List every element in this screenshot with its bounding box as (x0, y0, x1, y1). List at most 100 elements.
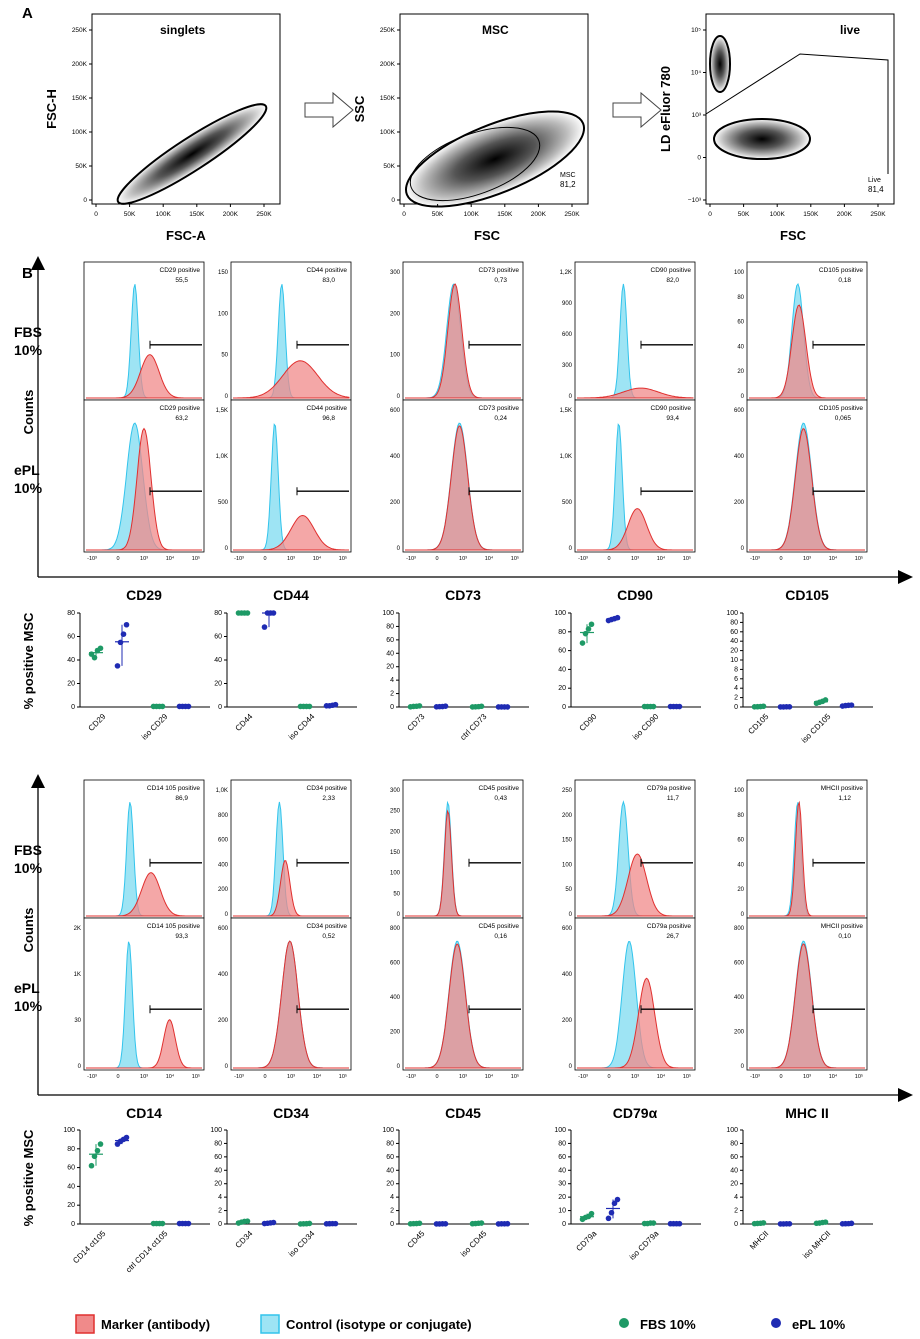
y-tick-label: 150 (218, 270, 229, 276)
y-tick-label: 400 (390, 454, 401, 460)
y-tick-label: 2 (390, 691, 394, 698)
y-tick-label: 6 (734, 676, 738, 683)
y-tick-label: 10 (558, 1208, 566, 1215)
marker-histogram (405, 425, 521, 551)
y-tick-label: 100 (63, 1127, 75, 1134)
y-tick-label: 20 (737, 887, 744, 893)
y-tick-label: 50 (565, 887, 572, 893)
y-tick-label: 40 (558, 1167, 566, 1174)
y-tick-label: 600 (734, 961, 745, 967)
y-tick-label: 4 (390, 1194, 394, 1201)
marker-histogram (577, 853, 693, 917)
y-tick-label: 40 (558, 666, 566, 673)
x-tick-label: 200K (223, 211, 239, 218)
histogram-value: 82,0 (666, 277, 679, 284)
histogram-value: 0,52 (322, 933, 335, 940)
x-tick-label: 50K (432, 211, 444, 218)
category-label: iso CD29 (140, 712, 170, 742)
row-label-fbs: FBS (14, 324, 42, 340)
y-tick-label: 20 (67, 1202, 75, 1209)
x-tick-label: 10⁴ (166, 1073, 175, 1080)
epl-data-point (442, 1221, 449, 1227)
x-tick-label: 10⁴ (829, 1073, 838, 1080)
panel-label-b: B (22, 265, 33, 282)
fbs-data-point (585, 626, 592, 632)
histogram-epl-2: CD73 positive 0,24 600 400 200 0 -10³ 0 10³ 10⁴ 10… (390, 399, 524, 562)
y-tick-label: 0 (569, 394, 573, 400)
y-tick-label: 200 (734, 1030, 745, 1036)
category-label: CD34 (234, 1229, 255, 1250)
y-tick-label: 600 (562, 926, 573, 932)
marker-histogram (86, 354, 202, 399)
y-tick-label: 60 (67, 634, 75, 641)
x-tick-label: 150K (803, 211, 819, 218)
histogram-value: 86,9 (175, 795, 188, 802)
x-tick-label: 10⁴ (485, 1073, 494, 1080)
category-label: CD90 (578, 712, 599, 733)
epl-data-point (504, 1220, 511, 1227)
marker-histogram (577, 977, 693, 1069)
epl-data-point (611, 1200, 618, 1207)
x-tick-label: 100K (156, 211, 172, 218)
y-tick-label: 100 (734, 788, 745, 794)
x-tick-label: 10⁴ (166, 555, 175, 562)
x-tick-label: 10³ (631, 1074, 639, 1080)
category-label: MHCII (748, 1229, 770, 1251)
x-tick-label: 10⁵ (511, 555, 519, 562)
marker-histogram (86, 1019, 202, 1069)
fbs-data-point (650, 703, 657, 710)
marker-name: CD14 (126, 1105, 162, 1121)
x-tick-label: 10³ (140, 556, 148, 562)
y-tick-label: 80 (214, 610, 222, 617)
y-tick-label: 0 (391, 197, 395, 204)
legend-control-label: Control (isotype or conjugate) (286, 1317, 472, 1332)
histogram-value: 0,065 (835, 415, 852, 422)
epl-data-point (786, 1221, 793, 1227)
fbs-data-point (244, 1218, 251, 1224)
histogram-value: 11,7 (667, 795, 680, 802)
histogram-title: CD14 105 positive (147, 785, 200, 792)
row-label-epl: ePL (14, 462, 40, 478)
density-cloud-dead (710, 36, 730, 92)
marker-name: CD44 (273, 587, 309, 603)
x-tick-label: 10⁵ (511, 1073, 519, 1080)
x-axis-label: FSC (780, 228, 807, 243)
histogram-value: 93,4 (666, 415, 679, 422)
density-cloud (406, 111, 584, 207)
y-tick-label: 50 (221, 353, 228, 359)
y-tick-label: 50K (383, 163, 395, 170)
x-tick-label: 50K (124, 211, 136, 218)
y-tick-label: 100K (72, 129, 88, 136)
y-tick-label: 20 (214, 1181, 222, 1188)
plot-title: live (840, 23, 860, 37)
fbs-data-point (760, 1220, 767, 1226)
row-label-counts: Counts (21, 390, 36, 435)
dotplot-0: 0 20 40 60 80 100 CD14 ct105 ctrl CD14 ct105 (63, 1127, 210, 1274)
x-tick-label: 250K (870, 211, 886, 218)
marker-name: CD29 (126, 587, 162, 603)
y-tick-label: 4 (218, 1194, 222, 1201)
y-tick-label: 20 (214, 681, 222, 688)
y-tick-label: 20 (386, 1181, 394, 1188)
epl-data-point (185, 703, 192, 710)
y-tick-label: 40 (386, 1167, 394, 1174)
y-tick-label: 80 (737, 813, 744, 819)
fbs-data-point (244, 610, 251, 616)
y-tick-label: 2 (218, 1208, 222, 1215)
category-label: iso CD45 (459, 1229, 489, 1259)
fbs-data-point (306, 1220, 313, 1227)
fbs-data-point (88, 1162, 95, 1169)
y-tick-label: 40 (737, 862, 744, 868)
histogram-title: MHCII positive (821, 923, 864, 930)
fbs-data-point (822, 1219, 829, 1225)
y-tick-label: 200 (390, 311, 401, 317)
histogram-value: 0,10 (838, 933, 851, 940)
marker-histogram (577, 508, 693, 551)
y-tick-label: 600 (390, 961, 401, 967)
marker-name: CD105 (785, 587, 829, 603)
histogram-epl-0: CD29 positive 63,2 -10³ 0 10³ 10⁴ 10⁵ (83, 399, 205, 562)
y-tick-label: 0 (397, 912, 401, 918)
legend-epl-label: ePL 10% (792, 1317, 846, 1332)
category-label: ctrl CD14 ct105 (124, 1229, 170, 1275)
